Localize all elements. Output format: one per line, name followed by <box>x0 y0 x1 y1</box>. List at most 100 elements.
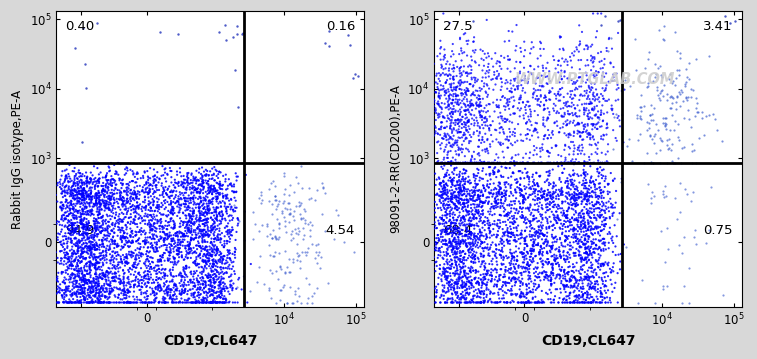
Point <box>502 217 514 223</box>
Point <box>516 249 528 255</box>
Point <box>469 185 481 191</box>
Point <box>451 255 463 260</box>
Point <box>556 186 568 192</box>
Point <box>544 201 556 207</box>
Point <box>220 37 232 43</box>
Point <box>68 175 80 181</box>
Point <box>447 246 459 251</box>
Point <box>91 181 103 186</box>
Point <box>461 210 473 215</box>
Point <box>534 256 547 261</box>
Point <box>58 224 70 229</box>
Point <box>581 209 593 215</box>
Point <box>532 271 544 277</box>
Point <box>73 170 85 176</box>
Point <box>159 250 171 256</box>
Point <box>104 224 116 230</box>
Point <box>525 248 537 254</box>
Point <box>584 136 597 142</box>
Point <box>521 300 533 306</box>
Point <box>510 43 522 49</box>
Point <box>58 255 70 261</box>
Point <box>440 181 452 187</box>
Point <box>179 181 191 186</box>
Point <box>114 176 126 181</box>
Point <box>168 219 180 225</box>
Point <box>468 215 480 221</box>
Point <box>486 300 498 306</box>
Point <box>562 183 574 189</box>
Point <box>79 243 91 249</box>
Point <box>582 227 594 233</box>
Point <box>179 213 192 218</box>
Point <box>126 230 139 236</box>
Point <box>504 160 516 165</box>
Point <box>675 88 687 93</box>
Point <box>91 195 103 201</box>
Point <box>452 293 464 299</box>
Point <box>559 194 572 199</box>
Point <box>136 251 148 256</box>
Point <box>107 226 120 232</box>
Point <box>121 261 133 267</box>
Point <box>124 300 136 306</box>
Point <box>557 297 569 303</box>
Point <box>211 188 223 194</box>
Point <box>518 236 530 241</box>
Point <box>484 289 497 294</box>
Point <box>195 300 207 306</box>
Point <box>165 250 177 256</box>
Point <box>536 195 548 201</box>
Point <box>111 300 123 306</box>
Point <box>127 264 139 270</box>
Point <box>444 266 456 272</box>
Point <box>542 196 554 201</box>
Point <box>568 129 580 134</box>
Point <box>70 240 82 246</box>
Point <box>486 276 498 282</box>
Point <box>504 300 516 306</box>
Point <box>189 186 201 192</box>
Point <box>143 276 155 282</box>
Point <box>97 213 109 219</box>
Point <box>172 237 184 242</box>
Point <box>76 248 88 254</box>
Point <box>199 295 211 301</box>
Point <box>189 300 201 306</box>
Point <box>178 185 190 190</box>
Point <box>443 132 455 138</box>
Point <box>56 213 68 219</box>
Point <box>167 238 179 244</box>
Point <box>562 59 574 65</box>
Point <box>127 178 139 184</box>
Point <box>516 300 528 306</box>
Point <box>569 300 581 306</box>
Point <box>86 229 98 234</box>
Point <box>195 195 207 201</box>
Point <box>66 184 78 190</box>
Point <box>214 239 226 245</box>
Point <box>107 191 120 197</box>
Point <box>179 286 192 292</box>
Point <box>503 57 516 63</box>
Point <box>594 201 606 207</box>
Point <box>484 297 496 302</box>
Point <box>469 223 481 228</box>
Point <box>592 114 604 120</box>
Point <box>470 115 482 121</box>
Point <box>151 263 164 269</box>
Point <box>450 203 462 209</box>
Point <box>440 242 452 247</box>
Point <box>485 242 497 248</box>
Point <box>502 225 514 231</box>
Point <box>531 145 543 151</box>
Point <box>213 271 226 277</box>
Point <box>192 177 204 183</box>
Point <box>164 183 176 189</box>
Point <box>73 199 86 205</box>
Point <box>424 266 436 272</box>
Point <box>120 293 132 299</box>
Point <box>197 232 209 238</box>
Point <box>578 197 590 202</box>
Point <box>74 300 86 306</box>
